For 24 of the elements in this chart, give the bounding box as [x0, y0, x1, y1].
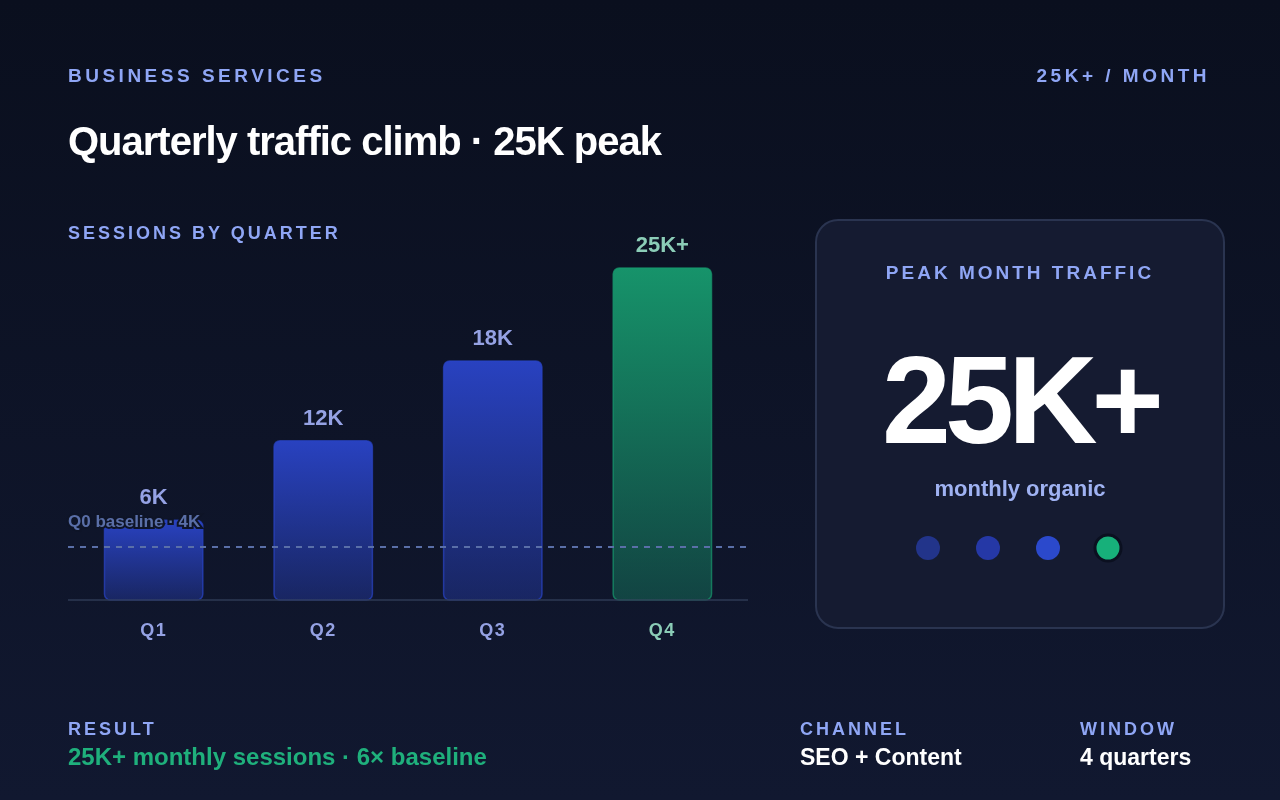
text: RESULT	[68, 719, 157, 739]
text: monthly organic	[934, 476, 1106, 501]
text: 25K+ monthly sessions · 6× baseline	[68, 743, 487, 770]
text: 4 quarters	[1080, 744, 1192, 770]
text: BUSINESS SERVICES	[68, 65, 326, 86]
text: SEO + Content	[800, 744, 962, 770]
data-label: 6K	[139, 484, 168, 510]
x-tick-label: Q1	[140, 620, 168, 640]
x-tick-label: Q2	[309, 620, 337, 640]
data-label: 12K	[303, 404, 344, 430]
text: 25K+ / MONTH	[1036, 65, 1210, 86]
data-label: 25K+	[635, 232, 689, 257]
text: 25K+	[882, 331, 1160, 469]
bar	[273, 439, 374, 601]
text: PEAK MONTH TRAFFIC	[885, 262, 1155, 283]
x-tick-label: Q4	[648, 620, 676, 640]
x-tick-label: Q3	[479, 620, 507, 640]
data-label: 18K	[472, 324, 514, 350]
text: WINDOW	[1080, 719, 1177, 739]
chart-subtitle: SESSIONS BY QUARTER	[68, 223, 341, 243]
chart-title: Quarterly traffic climb · 25K peak	[68, 119, 663, 163]
text: CHANNEL	[800, 719, 909, 739]
bar	[612, 267, 713, 601]
bar	[442, 360, 543, 601]
